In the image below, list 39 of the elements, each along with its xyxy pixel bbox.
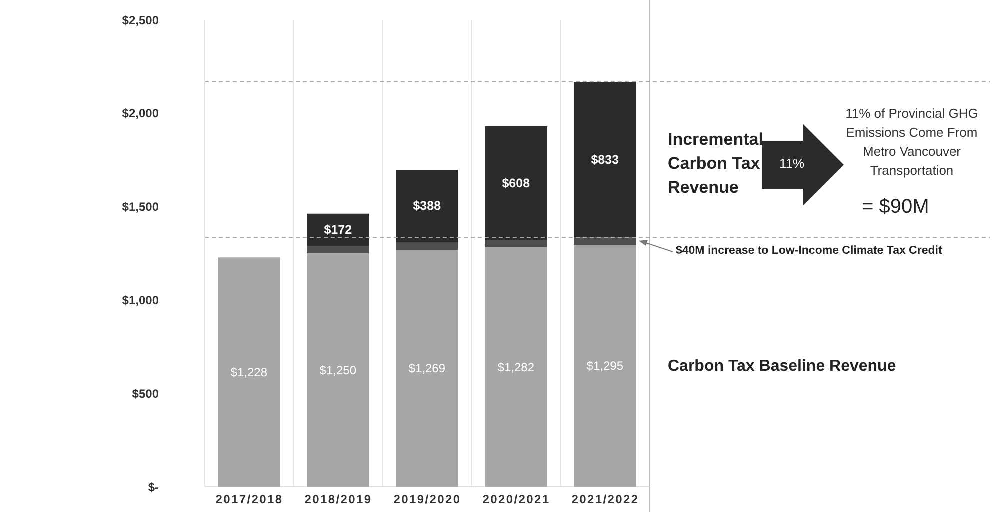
y-tick-label: $1,000 bbox=[122, 293, 160, 308]
text: Carbon Tax Baseline Revenue bbox=[668, 358, 898, 376]
bar bbox=[485, 126, 548, 240]
data-label: $608 bbox=[502, 176, 530, 190]
text: Incremental Carbon Tax Revenue bbox=[668, 129, 764, 199]
bar bbox=[396, 242, 458, 250]
y-tick-label: $500 bbox=[132, 386, 160, 401]
x-tick-label: 2019/2020 bbox=[394, 492, 462, 507]
x-tick-label: 2021/2022 bbox=[572, 492, 640, 507]
data-label: $1,282 bbox=[498, 360, 535, 374]
bar bbox=[574, 238, 636, 246]
text: 11% of Provincial GHG Emissions Come From Metro Vancouver Transportation bbox=[844, 105, 980, 180]
data-label: $1,295 bbox=[586, 359, 624, 374]
bar bbox=[574, 245, 636, 487]
data-label: $833 bbox=[591, 152, 620, 167]
x-tick-label: 2018/2019 bbox=[304, 492, 372, 507]
x-tick-label: 2020/2021 bbox=[482, 492, 550, 507]
y-tick-label: $1,500 bbox=[122, 200, 160, 214]
bar bbox=[218, 258, 280, 487]
bar bbox=[485, 248, 548, 487]
y-tick-label: $2,000 bbox=[122, 106, 160, 121]
x-tick-label: 2017/2018 bbox=[216, 492, 284, 507]
text: = $90M bbox=[862, 196, 930, 219]
bar bbox=[307, 214, 370, 246]
y-tick-label: $- bbox=[148, 480, 159, 494]
text: $40M increase to Low-Income Climate Tax Credit bbox=[676, 245, 944, 257]
y-tick-label: $2,500 bbox=[122, 13, 160, 28]
bar bbox=[307, 246, 370, 254]
bar bbox=[307, 254, 370, 487]
data-label: $388 bbox=[413, 199, 442, 214]
data-label: $1,228 bbox=[230, 365, 268, 380]
bar bbox=[485, 240, 548, 248]
data-label: $1,269 bbox=[408, 361, 446, 376]
bar bbox=[396, 170, 458, 242]
bar bbox=[574, 82, 636, 238]
data-label: $172 bbox=[324, 222, 352, 237]
data-label: $1,250 bbox=[320, 363, 357, 378]
bar bbox=[396, 250, 458, 487]
text: 11% bbox=[778, 156, 806, 171]
